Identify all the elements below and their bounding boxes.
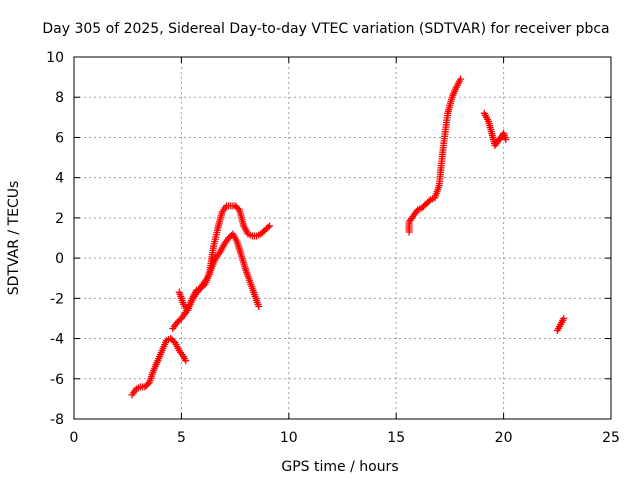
data-point (425, 197, 433, 205)
data-point (457, 75, 465, 83)
data-point (502, 135, 510, 143)
x-tick-label: 5 (177, 430, 186, 446)
y-tick-label: -6 (50, 372, 64, 388)
x-tick-label: 10 (280, 430, 298, 446)
x-tick-label: 15 (387, 430, 405, 446)
x-tick-label: 25 (602, 430, 620, 446)
y-tick-label: 8 (55, 90, 64, 106)
data-point (265, 222, 273, 230)
y-tick-label: -2 (50, 291, 64, 307)
pbca-track-4 (405, 75, 465, 236)
data-point (264, 223, 272, 231)
data-point (255, 302, 263, 310)
pbca-track-3 (175, 202, 273, 314)
x-tick-label: 0 (70, 430, 79, 446)
y-tick-label: 2 (55, 211, 64, 227)
pbca-track-1 (128, 335, 190, 399)
chart-title: Day 305 of 2025, Sidereal Day-to-day VTE… (42, 21, 609, 37)
x-tick-label: 20 (495, 430, 513, 446)
y-axis-label: SDTVAR / TECUs (6, 181, 22, 296)
y-tick-label: 6 (55, 130, 64, 146)
data-point (182, 357, 190, 365)
data-point (560, 314, 568, 322)
y-tick-label: 0 (55, 251, 64, 267)
plot-frame (73, 56, 612, 420)
y-tick-label: -4 (50, 332, 64, 348)
pbca-track-5 (480, 109, 510, 149)
y-tick-label: 10 (46, 50, 64, 66)
axis-ticks: 0 5 10 15 20 25 -8 -6 -4 -2 0 2 4 6 8 10 (46, 50, 620, 446)
data-points (128, 75, 568, 399)
y-tick-label: -8 (50, 412, 64, 428)
pbca-track-6 (553, 314, 568, 335)
x-axis-label: GPS time / hours (281, 459, 398, 475)
y-tick-label: 4 (55, 171, 64, 187)
